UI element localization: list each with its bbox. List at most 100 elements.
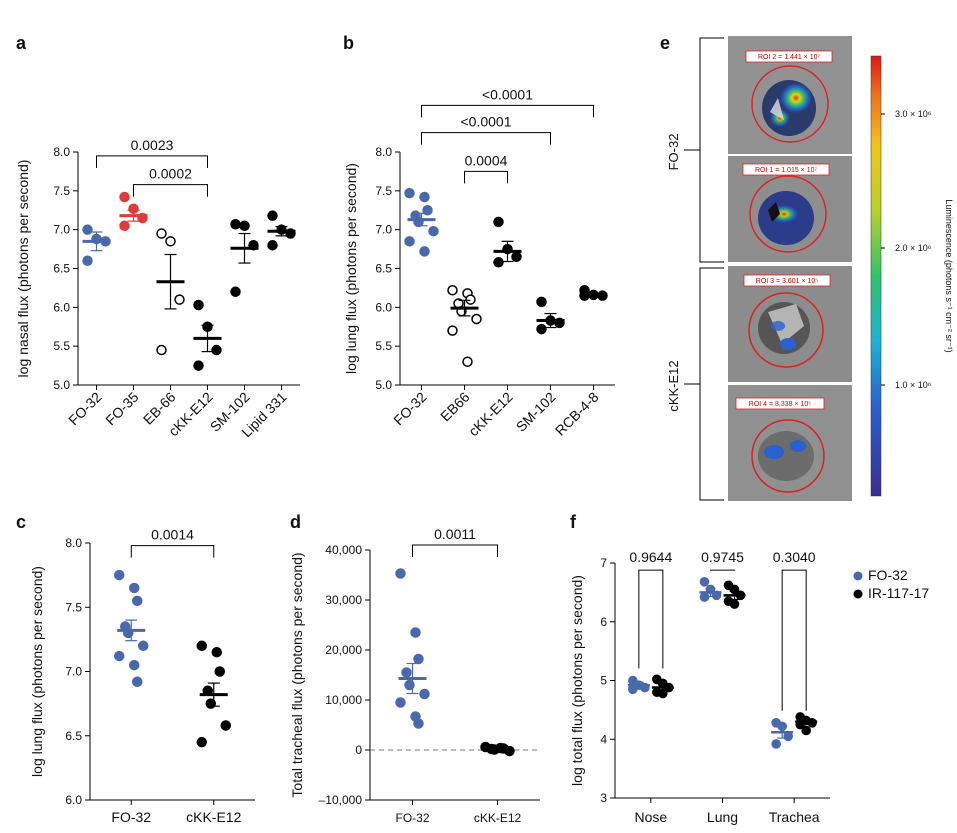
y-tick-label: 10,000 [325, 693, 362, 707]
y-axis-label: Total tracheal flux (photons per second) [289, 552, 305, 797]
p-value-label: 0.0014 [151, 527, 194, 543]
bracket-ckke12 [699, 267, 724, 501]
data-point [129, 582, 140, 594]
panel-label-c: c [16, 512, 26, 532]
chart-b: 5.0 5.5 6.0 6.5 7.0 7.5 8.0 log lung flux (phot… [343, 86, 615, 439]
category-label: FO-32 [395, 811, 429, 825]
comparison-bracket [421, 132, 551, 145]
panel-label-f: f [570, 512, 577, 532]
y-tick-label: 6.5 [53, 262, 70, 276]
y-tick-label: 4 [600, 732, 607, 746]
comparison-bracket [133, 184, 208, 197]
data-point [536, 296, 547, 308]
data-point [239, 220, 250, 232]
y-axis-label: log nasal flux (photons per second) [15, 160, 31, 378]
y-tick-label: 5.0 [375, 378, 392, 392]
y-tick-label: 7.5 [375, 184, 392, 198]
data-point [511, 251, 522, 263]
p-value-label: 0.3040 [773, 549, 816, 565]
category-label: RCB-4-8 [552, 389, 602, 439]
data-point [471, 313, 482, 325]
y-tick-label: 8.0 [65, 536, 82, 550]
category-label: FO-32 [65, 389, 105, 429]
data-point [404, 187, 415, 199]
data-point [230, 218, 241, 230]
y-axis-label: log lung flux (photons per second) [29, 566, 45, 777]
y-tick-label: 7.0 [53, 223, 70, 237]
data-point [267, 239, 278, 251]
category-label: Trachea [769, 809, 820, 825]
y-tick-label: 5.0 [53, 378, 70, 392]
y-tick-label: 7.5 [65, 600, 82, 614]
category-label: cKK-E12 [186, 809, 241, 825]
y-tick-label: 5 [600, 674, 607, 688]
comparison-bracket [464, 170, 508, 184]
data-point [395, 697, 406, 708]
category-label: FO-32 [111, 809, 151, 825]
data-point [771, 739, 781, 749]
data-point [413, 718, 424, 729]
p-value-label: <0.0001 [461, 114, 512, 130]
y-tick-label: 6.0 [53, 300, 70, 314]
data-point [211, 344, 222, 356]
y-axis-label: log total flux (photons per second) [569, 575, 585, 786]
y-tick-label: 6.5 [375, 262, 392, 276]
data-point [214, 666, 225, 677]
data-point [132, 676, 143, 688]
data-point [196, 640, 207, 652]
data-point [404, 679, 415, 691]
data-point [422, 205, 433, 216]
p-value-label: 0.0023 [131, 137, 174, 153]
lung-image-3: ROI 3 = 3.601 × 10⁵ [728, 266, 852, 382]
colorbar [870, 55, 882, 497]
y-tick-label: 20,000 [325, 643, 362, 657]
comparison-bracket [638, 569, 664, 669]
group-label-ckke12: cKK-E12 [666, 360, 681, 411]
panel-label-e: e [660, 33, 670, 53]
y-tick-label: 6.0 [65, 793, 82, 807]
roi-label-4: ROI 4 = 8.338 × 10⁵ [749, 401, 812, 408]
legend-marker [853, 589, 863, 599]
category-label: FO-32 [390, 389, 430, 429]
y-tick-label: –10,000 [319, 793, 363, 807]
y-tick-label: 30,000 [325, 593, 362, 607]
data-point [536, 323, 547, 335]
data-point [267, 210, 278, 221]
data-point [211, 646, 222, 658]
data-point [132, 595, 143, 607]
data-point [114, 650, 125, 662]
data-point [428, 225, 439, 237]
data-point [156, 228, 167, 239]
y-tick-label: 7.5 [53, 184, 70, 198]
category-label: EB66 [437, 389, 473, 425]
panel-label-a: a [16, 33, 27, 53]
category-label: Nose [634, 809, 667, 825]
chart-c: 6.0 6.5 7.0 7.5 8.0 log lung flux (photons pe… [29, 527, 255, 825]
legend-label: FO-32 [868, 567, 908, 583]
category-label: FO-35 [102, 389, 142, 429]
data-point [220, 720, 231, 731]
lung-image-2: ROI 1 = 1.015 × 10⁷ [728, 156, 852, 262]
y-tick-label: 8.0 [53, 145, 70, 159]
colorbar-tick-label-3: 1.0 × 10⁶ [895, 380, 932, 390]
comparison-bracket [421, 104, 594, 118]
comparison-bracket [130, 545, 215, 558]
data-point [119, 220, 130, 232]
lung-image-4: ROI 4 = 8.338 × 10⁵ [728, 385, 852, 501]
p-value-label: <0.0001 [482, 86, 533, 102]
data-point [165, 236, 176, 247]
group-label-fo32: FO-32 [666, 134, 681, 171]
data-point [395, 568, 406, 579]
data-point [801, 725, 811, 736]
data-point [419, 191, 430, 203]
data-point [119, 191, 130, 203]
lung-image-1: ROI 2 = 1.441 × 10⁷ [728, 36, 852, 154]
colorbar-tick-label-2: 2.0 × 10⁶ [895, 243, 932, 253]
y-tick-label: 7 [600, 556, 607, 570]
y-tick-label: 0 [355, 743, 362, 757]
data-point [729, 599, 740, 609]
panel-label-d: d [290, 512, 301, 532]
comparison-bracket [412, 544, 498, 557]
data-point [174, 294, 185, 305]
